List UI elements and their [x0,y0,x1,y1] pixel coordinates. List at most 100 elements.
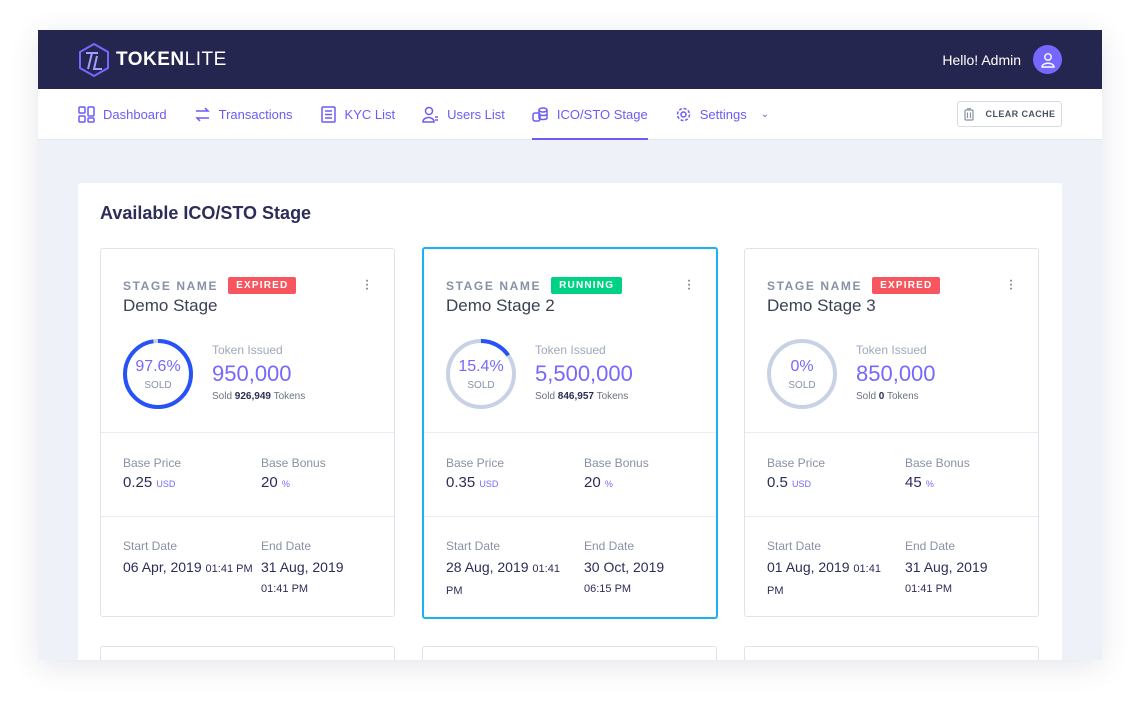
nav-label: Settings [699,106,747,122]
base-bonus-label: Base Bonus [584,456,649,470]
stage-name: Demo Stage [123,296,218,315]
page-title: Available ICO/STO Stage [100,203,312,223]
user-menu[interactable]: Hello! Admin [942,45,1062,74]
stage-card[interactable] [744,646,1039,660]
nav-transactions[interactable]: Transactions [194,89,293,140]
tokens-suffix: Tokens [886,391,919,402]
user-icon [1040,52,1055,68]
nav-dashboard[interactable]: Dashboard [78,89,167,140]
base-price-label: Base Price [446,456,505,470]
base-price-value: 0.5 USD [767,474,811,491]
status-badge: EXPIRED [872,277,941,294]
divider [101,516,394,517]
more-options-icon[interactable]: · · · [686,272,692,297]
token-issued-label: Token Issued [535,343,606,357]
avatar[interactable] [1033,45,1062,74]
stage-card[interactable] [422,646,717,660]
sold-prefix: Sold [212,391,233,402]
stage-name: Demo Stage 3 [767,296,876,315]
end-date: 31 Aug, 2019 [261,559,344,575]
sold-caption: SOLD [144,380,172,391]
stage-card[interactable]: STAGE NAME EXPIRED Demo Stage · · · 97.6% S… [100,248,395,617]
nav-label: Dashboard [103,106,167,122]
end-time: 01:41 PM [905,583,953,595]
app-window: TOKEN LITE Hello! Admin Dashboard Transac… [38,30,1102,660]
gear-icon [676,107,690,121]
base-bonus-label: Base Bonus [261,456,326,470]
token-issued-value: 850,000 [856,361,936,386]
base-price-value: 0.25 USD [123,474,175,491]
sold-caption: SOLD [467,380,495,391]
clear-cache-label: CLEAR CACHE [985,109,1056,119]
top-bar: TOKEN LITE Hello! Admin [38,30,1102,89]
stage-name-label: STAGE NAME RUNNING [446,277,623,294]
divider [424,516,716,517]
more-options-icon[interactable]: · · · [1008,272,1014,297]
divider [745,432,1038,433]
end-date: 30 Oct, 2019 [584,559,665,575]
currency: USD [792,479,812,489]
start-date: 28 Aug, 2019 [446,559,529,575]
price: 0.35 [446,474,476,491]
sold-percent: 97.6% [135,358,181,375]
tokens-sold: Sold 0 Tokens [856,391,919,402]
end-date: 31 Aug, 2019 [905,559,988,575]
tokens-sold: Sold 926,949 Tokens [212,391,305,402]
price: 0.25 [123,474,153,491]
price: 0.5 [767,474,788,491]
status-badge: EXPIRED [228,277,297,294]
stage-card[interactable]: STAGE NAME RUNNING Demo Stage 2 · · · 15.4%… [422,247,718,619]
sold-caption: SOLD [788,380,816,391]
end-time: 01:41 PM [261,583,309,595]
nav-label: Users List [447,106,505,122]
more-options-icon[interactable]: · · · [364,272,370,297]
stage-card[interactable]: STAGE NAME EXPIRED Demo Stage 3 · · · 0% SO… [744,248,1039,617]
percent-sign: % [281,479,290,489]
nav-settings[interactable]: Settings ⌄ [675,89,769,140]
currency: USD [156,479,176,489]
brand-light: LITE [184,48,227,70]
token-issued-value: 5,500,000 [535,361,633,386]
base-price-label: Base Price [767,456,826,470]
sold-progress-ring [446,339,516,409]
start-time: 01:41 PM [446,563,560,597]
sold-count: 846,957 [557,391,594,402]
sold-count: 926,949 [234,391,271,402]
tokens-sold: Sold 846,957 Tokens [535,391,628,402]
bonus: 20 [261,474,278,491]
start-date: 01 Aug, 2019 [767,559,850,575]
clear-cache-button[interactable]: CLEAR CACHE [957,101,1062,127]
status-badge: RUNNING [551,277,623,294]
percent-sign: % [604,479,613,489]
start-date-value: 28 Aug, 2019 01:41 PM [446,557,576,601]
logo[interactable]: TOKEN LITE [78,42,227,78]
users-icon [422,106,439,123]
nav-users-list[interactable]: Users List [422,89,505,140]
percent-sign: % [925,479,934,489]
stage-name-caption: STAGE NAME [767,278,863,293]
start-time: 01:41 PM [767,563,881,597]
ring-progress [446,339,516,409]
tokens-suffix: Tokens [273,391,306,402]
stage-name-caption: STAGE NAME [123,278,219,293]
base-bonus-value: 45 % [905,474,934,491]
stage-card[interactable] [100,646,395,660]
token-issued-value: 950,000 [212,361,292,386]
divider [745,516,1038,517]
stage-name-caption: STAGE NAME [446,278,542,293]
end-date-value: 30 Oct, 2019 06:15 PM [584,557,714,599]
transfer-icon [194,106,210,122]
end-date-value: 31 Aug, 2019 01:41 PM [905,557,1035,599]
nav-kyc-list[interactable]: KYC List [320,89,395,140]
start-date: 06 Apr, 2019 [123,559,202,575]
nav-ico-sto-stage[interactable]: ICO/STO Stage [531,89,648,140]
base-price-value: 0.35 USD [446,474,498,491]
tokenlite-logo-icon [79,42,109,77]
base-bonus-label: Base Bonus [905,456,970,470]
greeting: Hello! Admin [942,51,1021,68]
trash-icon [963,107,974,121]
sold-progress-ring [123,339,193,409]
sold-count: 0 [878,391,885,402]
token-issued-label: Token Issued [212,343,283,357]
start-time: 01:41 PM [205,563,253,575]
